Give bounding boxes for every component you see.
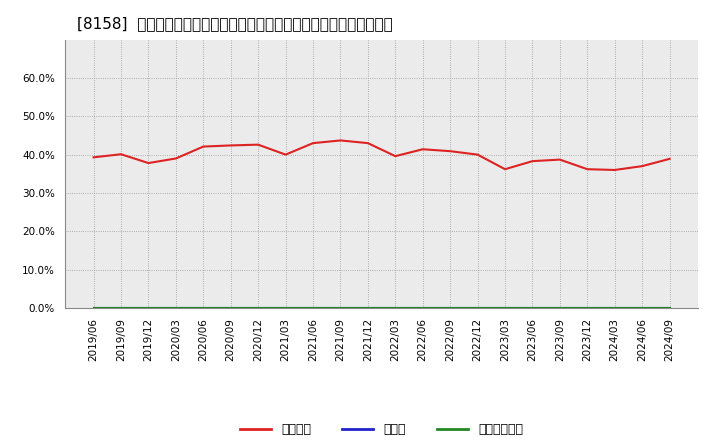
Legend: 自己資本, のれん, 繰延税金資産: 自己資本, のれん, 繰延税金資産 — [235, 418, 528, 440]
Text: [8158]  自己資本、のれん、繰延税金資産の総資産に対する比率の推移: [8158] 自己資本、のれん、繰延税金資産の総資産に対する比率の推移 — [78, 16, 393, 32]
